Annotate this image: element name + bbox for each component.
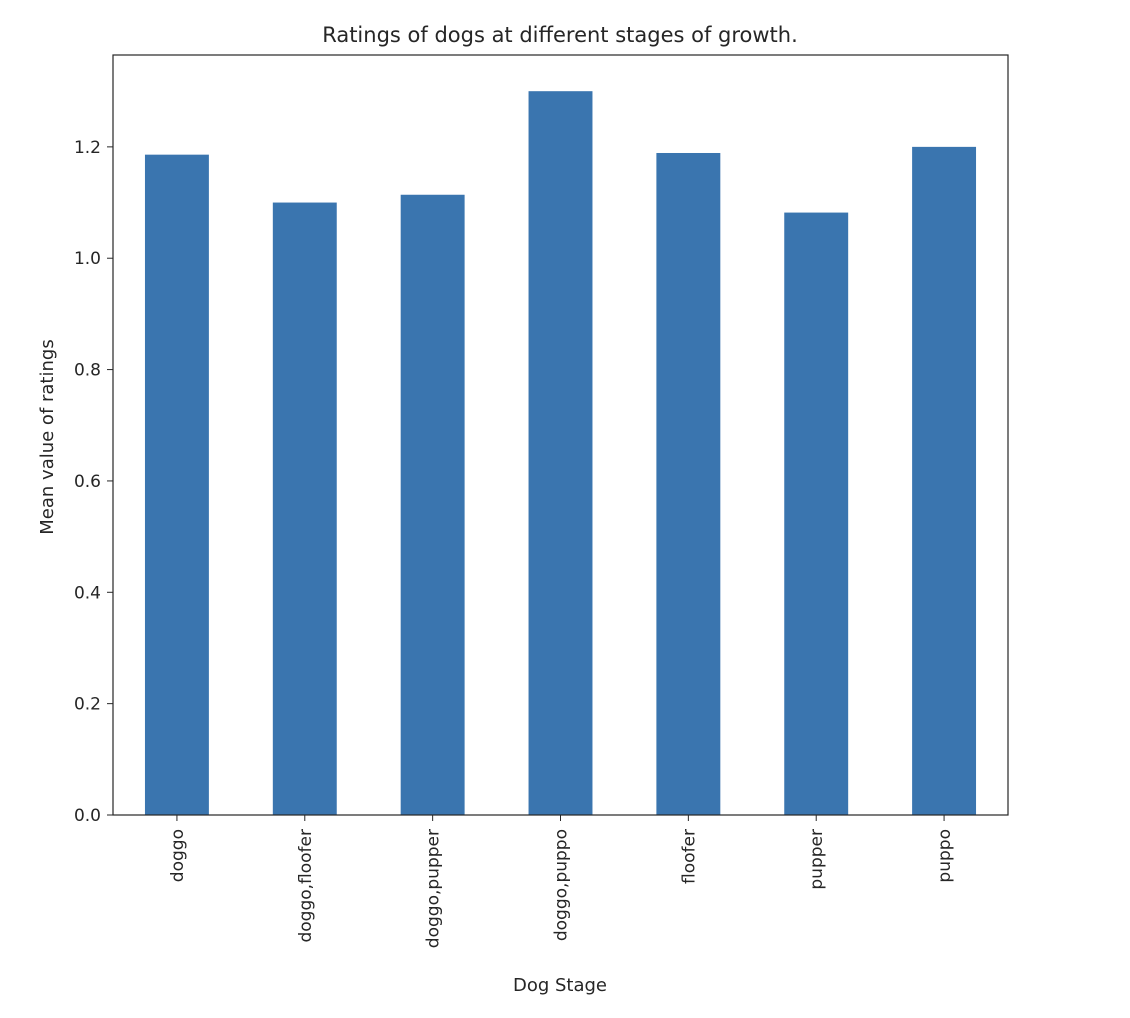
x-tick-label: doggo,floofer [296, 829, 316, 943]
bar-doggo-pupper [400, 194, 465, 815]
x-tick-label: doggo [168, 829, 188, 882]
x-tick-label: puppo [935, 829, 955, 883]
y-tick-label: 0.4 [74, 583, 101, 603]
bar-puppo [912, 146, 977, 815]
y-tick-label: 0.2 [74, 695, 101, 715]
y-tick-label: 1.2 [74, 138, 101, 158]
bar-doggo [144, 154, 209, 815]
plot-frame [112, 54, 1009, 816]
y-tick-label: 0.8 [74, 361, 101, 381]
bar-doggo-puppo [528, 91, 593, 815]
bar-doggo-floofer [272, 202, 337, 816]
x-tick-label: floofer [679, 829, 699, 884]
x-tick-label: doggo,puppo [552, 829, 572, 941]
bar-pupper [784, 212, 849, 815]
x-tick-label: pupper [807, 829, 827, 890]
y-axis-label: Mean value of ratings [37, 339, 58, 534]
y-tick-label: 0.0 [74, 806, 101, 826]
y-axis-ticks: 0.0 0.2 0.4 0.6 0.8 1.0 1.2 [74, 138, 113, 826]
bars-layer [144, 91, 977, 816]
x-axis-ticks: doggo doggo,floofer doggo,pupper doggo,pupp… [168, 815, 955, 948]
y-tick-label: 1.0 [74, 249, 101, 269]
x-axis-label: Dog Stage [513, 975, 607, 996]
bar-floofer [656, 152, 721, 816]
chart-title: Ratings of dogs at different stages of g… [322, 23, 798, 47]
y-tick-label: 0.6 [74, 472, 101, 492]
x-tick-label: doggo,pupper [424, 829, 444, 948]
